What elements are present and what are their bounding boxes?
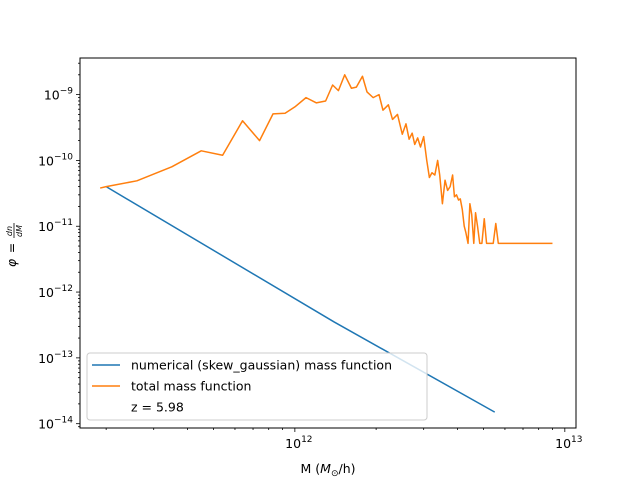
y-tick-label: 10−14 — [38, 416, 73, 432]
series-layer — [99, 74, 553, 413]
y-axis-label-dm: dM — [15, 225, 24, 237]
y-axis-label-eq: = — [4, 243, 19, 253]
x-axis-label-math: M — [320, 461, 331, 476]
legend-box — [86, 352, 428, 421]
y-tick-label: 10−13 — [38, 350, 73, 366]
y-tick-label: 10−11 — [38, 218, 73, 234]
y-axis-label: φ = dn dM — [4, 223, 24, 267]
y-tick-label: 10−12 — [38, 284, 73, 300]
series-line-total — [99, 74, 553, 245]
x-tick-label: 1013 — [555, 435, 582, 451]
ticks-layer: 1012 1013 10−14 10−13 10−12 10−11 10−10 10−9 — [38, 62, 583, 451]
y-axis-label-phi: φ — [4, 258, 19, 267]
x-tick-label: 1012 — [285, 435, 312, 451]
axes-frame — [79, 57, 577, 429]
x-axis-label-tail: /h) — [338, 461, 355, 476]
x-axis-label-main: M ( — [301, 461, 321, 476]
legend-label-numerical: numerical (skew_gaussian) mass function — [131, 358, 392, 373]
series-line-numerical — [105, 185, 496, 413]
x-axis-label-sub: ⊙ — [331, 469, 339, 479]
y-tick-label: 10−10 — [38, 152, 73, 168]
legend-redshift-note: z = 5.98 — [131, 400, 184, 415]
y-tick-label: 10−9 — [44, 87, 73, 103]
x-axis-label: M (M⊙/h) — [301, 461, 356, 479]
legend: numerical (skew_gaussian) mass function … — [86, 352, 428, 421]
legend-label-total: total mass function — [131, 379, 251, 394]
y-axis-label-dn: dn — [5, 226, 14, 236]
